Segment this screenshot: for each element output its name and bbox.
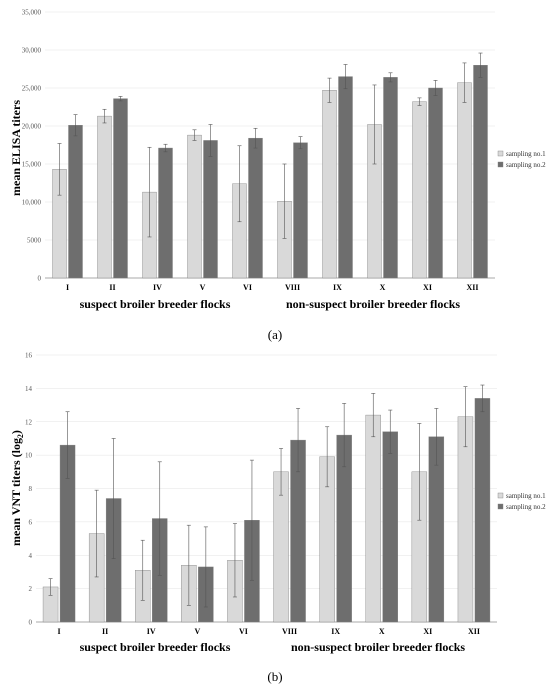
x-category-label: VIII	[285, 283, 300, 292]
panel-a-x-categories: I II IV V VI VIII IX X XI XII	[66, 283, 479, 292]
panel-b-legend: sampling no.1 sampling no.2	[497, 492, 546, 511]
legend-swatch-2	[497, 161, 504, 168]
y-tick-label: 8	[29, 485, 33, 493]
panel-b-group-label-suspect: suspect broiler breeder flocks	[80, 640, 231, 654]
legend-label-2: sampling no.2	[506, 161, 546, 169]
bar-2-i	[68, 125, 83, 279]
bar-2-vi	[248, 137, 263, 279]
x-category-label: X	[380, 283, 386, 292]
y-tick-label: 14	[25, 385, 33, 393]
x-category-label: II	[102, 627, 108, 636]
panel-b-x-categories: I II IV V VI VIII IX X XI XII	[57, 627, 479, 636]
legend-swatch-1	[497, 150, 504, 157]
panel-a-elisa-chart: 0 5000 10,000 15,000 20,000 25,000 30,000 35,00…	[9, 9, 546, 343]
bar-1-xi	[412, 101, 427, 279]
bar-1-xii	[457, 416, 474, 623]
x-category-label: I	[66, 283, 69, 292]
y-tick-label: 30,000	[22, 47, 42, 55]
x-category-label: XII	[468, 627, 480, 636]
y-tick-label: 12	[25, 418, 33, 426]
bar-2-x	[383, 77, 398, 279]
legend-swatch-1	[497, 492, 504, 499]
panel-b-label: (b)	[267, 669, 282, 684]
y-tick-label: 10,000	[22, 199, 42, 207]
x-category-label: XI	[423, 627, 432, 636]
x-category-label: VI	[239, 627, 248, 636]
y-tick-label: 35,000	[22, 9, 42, 17]
bar-2-ix	[338, 76, 353, 279]
bar-2-xi	[428, 87, 443, 279]
y-tick-label: 6	[29, 518, 33, 526]
bar-1-v	[187, 134, 202, 279]
x-category-label: V	[200, 283, 206, 292]
panel-b-y-ticks: 0 2 4 6 8 10 12 14 16	[25, 352, 33, 627]
bar-1-xii	[457, 82, 472, 279]
y-tick-label: 0	[29, 619, 33, 627]
panel-b-error-bars	[48, 384, 485, 608]
bar-1-ii	[97, 115, 112, 279]
x-category-label: II	[109, 283, 115, 292]
panel-b-y-axis-label-subscript: 2	[16, 434, 25, 438]
x-category-label: XI	[423, 283, 432, 292]
legend-label-1: sampling no.1	[506, 492, 546, 500]
panel-a-bars	[52, 64, 488, 279]
y-tick-label: 2	[29, 585, 33, 593]
y-tick-label: 16	[25, 352, 33, 360]
panel-b-y-axis-label-end: )	[9, 430, 23, 434]
y-tick-label: 0	[38, 275, 42, 283]
legend-label-1: sampling no.1	[506, 150, 546, 158]
legend-label-2: sampling no.2	[506, 503, 546, 511]
panel-a-legend: sampling no.1 sampling no.2	[497, 150, 546, 169]
panel-b-y-axis-label: mean VNT titers (log2)	[9, 430, 25, 546]
x-category-label: VI	[243, 283, 252, 292]
y-tick-label: 15,000	[22, 161, 42, 169]
y-tick-label: 25,000	[22, 85, 42, 93]
x-category-label: X	[379, 627, 385, 636]
panel-a-group-label-non-suspect: non-suspect broiler breeder flocks	[286, 297, 460, 311]
y-tick-label: 10	[25, 452, 33, 460]
legend-swatch-2	[497, 503, 504, 510]
bar-1-x	[365, 414, 381, 623]
panel-b-group-label-non-suspect: non-suspect broiler breeder flocks	[291, 640, 465, 654]
bar-2-viii	[293, 142, 308, 279]
bar-1-ix	[322, 90, 337, 279]
bar-2-xii	[474, 398, 491, 623]
bar-2-x	[382, 431, 398, 623]
bar-2-ii	[113, 98, 128, 279]
bar-2-v	[203, 140, 218, 279]
x-category-label: IV	[153, 283, 162, 292]
x-category-label: XII	[466, 283, 478, 292]
panel-a-error-bars	[57, 52, 483, 239]
bar-2-iv	[158, 147, 173, 279]
panel-a-group-label-suspect: suspect broiler breeder flocks	[80, 297, 231, 311]
panel-b-y-axis-label-main: mean VNT titers (log	[9, 438, 23, 546]
y-tick-label: 4	[29, 552, 33, 560]
panel-a-gridlines	[45, 11, 495, 279]
x-category-label: IX	[331, 627, 340, 636]
y-tick-label: 5000	[27, 237, 42, 245]
panel-a-y-ticks: 0 5000 10,000 15,000 20,000 25,000 30,000 35,00…	[22, 9, 42, 283]
x-category-label: V	[194, 627, 200, 636]
bar-2-xii	[473, 64, 488, 279]
panel-b-gridlines	[36, 354, 497, 623]
x-category-label: IX	[333, 283, 342, 292]
y-tick-label: 20,000	[22, 123, 42, 131]
x-category-label: IV	[147, 627, 156, 636]
panel-a-label: (a)	[268, 327, 282, 342]
x-category-label: VIII	[282, 627, 297, 636]
panel-a-y-axis-label: mean ELISA titers	[9, 100, 23, 196]
x-category-label: I	[57, 627, 60, 636]
